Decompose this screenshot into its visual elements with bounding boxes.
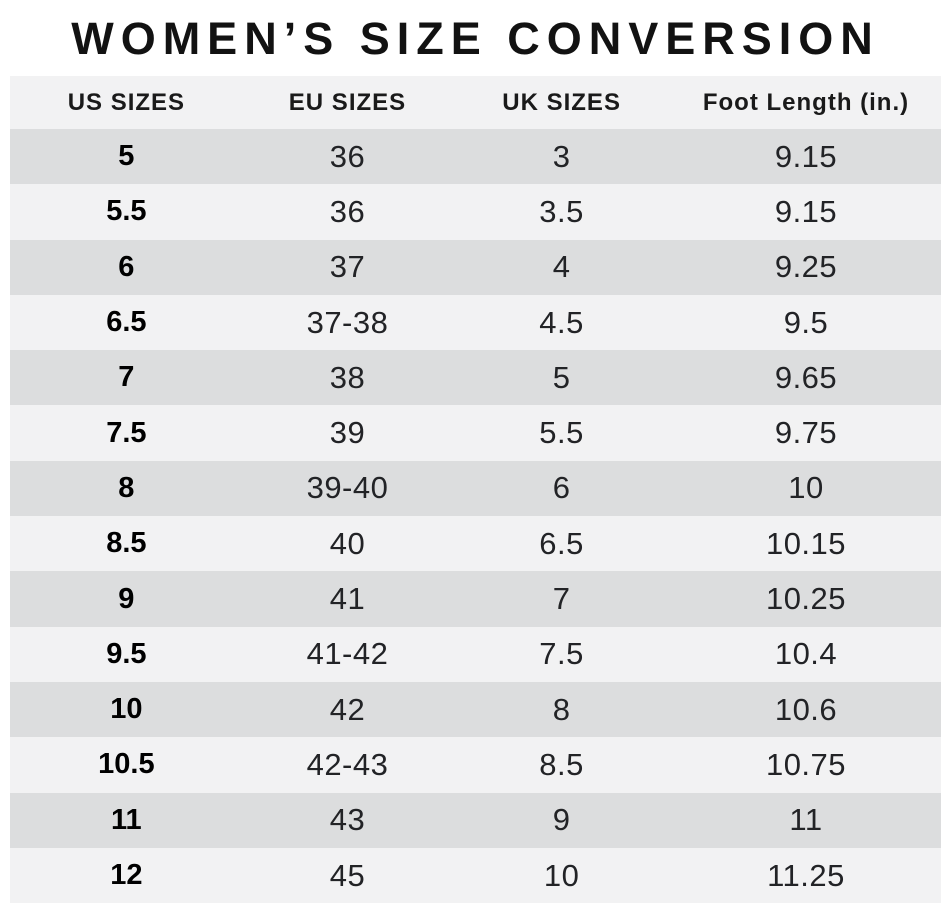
foot-length-cell: 9.75 bbox=[774, 415, 838, 451]
foot-length-cell: 10.4 bbox=[774, 636, 838, 672]
foot-length-cell: 10.75 bbox=[765, 746, 847, 782]
us-size-cell: 10 bbox=[110, 693, 143, 726]
table-row: 7.5 39 5.5 9.75 bbox=[10, 405, 941, 461]
uk-size-cell: 6.5 bbox=[539, 525, 584, 561]
foot-length-cell: 10.15 bbox=[765, 525, 847, 561]
uk-size-cell: 7 bbox=[552, 581, 571, 617]
eu-size-cell: 37 bbox=[329, 249, 366, 285]
uk-size-cell: 3.5 bbox=[539, 193, 584, 229]
foot-length-cell: 9.25 bbox=[774, 249, 838, 285]
us-size-cell: 11 bbox=[111, 803, 142, 836]
us-size-cell: 6 bbox=[118, 250, 135, 283]
uk-size-cell: 8.5 bbox=[539, 746, 584, 782]
us-size-cell: 8 bbox=[118, 471, 135, 504]
foot-length-cell: 10.6 bbox=[774, 691, 838, 727]
uk-size-cell: 8 bbox=[552, 691, 571, 727]
uk-size-cell: 6 bbox=[552, 470, 571, 506]
foot-length-cell: 9.15 bbox=[774, 138, 838, 174]
table-row: 12 45 10 11.25 bbox=[10, 847, 941, 904]
table-row: 9 41 7 10.25 bbox=[10, 571, 941, 627]
eu-size-cell: 38 bbox=[329, 359, 366, 395]
uk-size-cell: 9 bbox=[552, 802, 571, 838]
foot-length-cell: 9.5 bbox=[783, 304, 829, 340]
eu-size-cell: 36 bbox=[329, 193, 366, 229]
page-title: WOMEN’S SIZE CONVERSION bbox=[71, 13, 880, 64]
eu-size-cell: 39-40 bbox=[306, 470, 389, 506]
foot-length-cell: 10 bbox=[788, 470, 824, 506]
us-size-cell: 5.5 bbox=[106, 195, 147, 228]
table-row: 6.5 37-38 4.5 9.5 bbox=[10, 294, 941, 351]
foot-length-cell: 11.25 bbox=[767, 857, 845, 893]
header-eu-sizes: EU SIZES bbox=[242, 76, 453, 129]
eu-size-cell: 37-38 bbox=[306, 304, 389, 340]
foot-length-cell: 11 bbox=[789, 802, 823, 838]
table-row: 8 39-40 6 10 bbox=[10, 460, 941, 517]
table-row: 10 42 8 10.6 bbox=[10, 681, 941, 738]
header-us-sizes: US SIZES bbox=[10, 76, 243, 129]
table-row: 5 36 3 9.15 bbox=[10, 129, 941, 185]
us-size-cell: 7 bbox=[118, 361, 135, 394]
eu-size-cell: 40 bbox=[329, 525, 366, 561]
eu-size-cell: 42-43 bbox=[306, 746, 389, 782]
table-row: 7 38 5 9.65 bbox=[10, 350, 941, 406]
uk-size-cell: 5.5 bbox=[539, 415, 584, 451]
table-row: 10.5 42-43 8.5 10.75 bbox=[10, 737, 941, 793]
header-foot-length: Foot Length (in.) bbox=[671, 76, 941, 129]
us-size-cell: 9.5 bbox=[106, 637, 147, 670]
eu-size-cell: 36 bbox=[329, 138, 366, 174]
size-conversion-table: US SIZES EU SIZES UK SIZES Foot Length (… bbox=[10, 76, 941, 904]
uk-size-cell: 3 bbox=[552, 138, 571, 174]
us-size-cell: 12 bbox=[110, 859, 143, 891]
table-row: 8.5 40 6.5 10.15 bbox=[10, 516, 941, 572]
eu-size-cell: 41 bbox=[329, 581, 366, 617]
us-size-cell: 7.5 bbox=[106, 416, 147, 449]
table-body: 5 36 3 9.15 5.5 36 3.5 9.15 6 37 4 9.25 6.5 37-38 4.5 9… bbox=[10, 129, 941, 904]
us-size-cell: 6.5 bbox=[106, 306, 147, 339]
eu-size-cell: 42 bbox=[329, 691, 366, 727]
us-size-cell: 10.5 bbox=[98, 748, 155, 781]
eu-size-cell: 45 bbox=[329, 857, 366, 893]
eu-size-cell: 41-42 bbox=[306, 636, 389, 672]
us-size-cell: 9 bbox=[118, 582, 135, 615]
us-size-cell: 5 bbox=[118, 140, 135, 173]
table-row: 9.5 41-42 7.5 10.4 bbox=[10, 626, 941, 682]
foot-length-cell: 9.65 bbox=[774, 359, 838, 395]
table-row: 6 37 4 9.25 bbox=[10, 239, 941, 295]
eu-size-cell: 39 bbox=[329, 415, 366, 451]
table-header-row: US SIZES EU SIZES UK SIZES Foot Length (… bbox=[10, 76, 941, 129]
uk-size-cell: 7.5 bbox=[539, 636, 584, 672]
uk-size-cell: 5 bbox=[552, 359, 571, 395]
uk-size-cell: 4.5 bbox=[539, 304, 584, 340]
table-row: 5.5 36 3.5 9.15 bbox=[10, 184, 941, 240]
header-uk-sizes: UK SIZES bbox=[452, 76, 671, 129]
eu-size-cell: 43 bbox=[329, 802, 366, 838]
foot-length-cell: 10.25 bbox=[765, 581, 847, 617]
uk-size-cell: 4 bbox=[552, 249, 571, 285]
table-row: 11 43 9 11 bbox=[10, 792, 941, 848]
uk-size-cell: 10 bbox=[543, 857, 580, 893]
us-size-cell: 8.5 bbox=[106, 527, 147, 560]
foot-length-cell: 9.15 bbox=[774, 193, 838, 229]
